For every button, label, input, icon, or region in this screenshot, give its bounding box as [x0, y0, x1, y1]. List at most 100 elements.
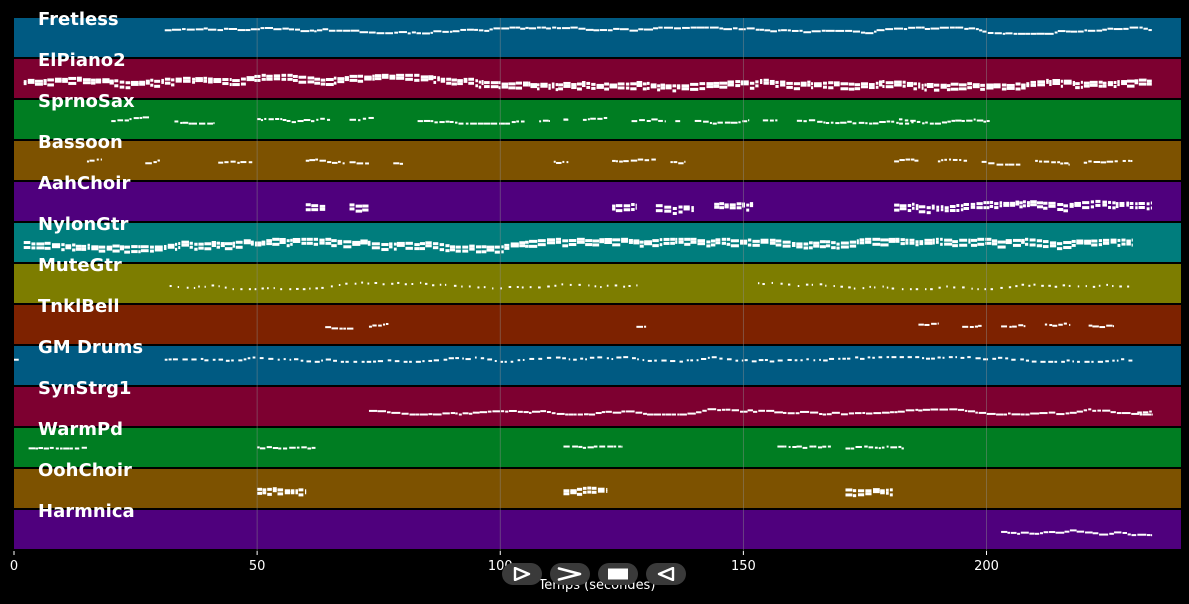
note: [860, 31, 866, 34]
note: [466, 28, 474, 31]
note: [315, 287, 318, 290]
note: [822, 413, 827, 416]
note: [257, 118, 261, 121]
note: [852, 489, 857, 493]
note: [922, 357, 925, 360]
note: [309, 287, 311, 290]
note: [900, 242, 905, 246]
note: [625, 86, 630, 90]
note: [665, 86, 672, 90]
note: [283, 447, 288, 450]
note: [1092, 285, 1096, 288]
note: [1056, 413, 1065, 416]
note: [455, 357, 459, 360]
note: [654, 359, 657, 362]
note: [1148, 29, 1152, 32]
play-button[interactable]: [502, 563, 542, 585]
note: [886, 286, 889, 289]
note: [986, 412, 996, 415]
note: [591, 82, 596, 86]
note: [91, 247, 99, 251]
stop-button[interactable]: [598, 563, 638, 585]
note: [1044, 323, 1048, 326]
note: [1060, 162, 1064, 165]
note: [587, 118, 590, 121]
note: [1048, 360, 1054, 363]
note: [1021, 283, 1025, 286]
note: [848, 87, 855, 91]
note: [880, 491, 885, 495]
stop-icon: [608, 568, 628, 580]
note: [501, 410, 505, 413]
note: [719, 27, 724, 30]
note: [362, 208, 369, 212]
note: [189, 241, 193, 245]
note: [1071, 243, 1076, 247]
note: [921, 26, 925, 29]
note: [955, 356, 958, 359]
note: [859, 238, 865, 242]
note: [717, 121, 723, 124]
note: [1075, 86, 1080, 90]
note: [74, 447, 80, 450]
rewind-button[interactable]: [646, 563, 686, 585]
note: [1054, 31, 1058, 34]
note: [181, 243, 189, 247]
note: [419, 413, 428, 416]
note: [305, 203, 311, 207]
note: [1076, 530, 1085, 533]
track-lane: [14, 305, 1181, 344]
note: [1119, 201, 1125, 205]
note: [588, 413, 596, 416]
note: [338, 283, 341, 286]
note: [349, 207, 355, 211]
note: [584, 413, 589, 416]
note: [36, 246, 45, 250]
note: [845, 493, 853, 497]
note: [900, 238, 905, 242]
note: [635, 411, 643, 414]
note: [315, 158, 319, 161]
note: [730, 244, 739, 248]
note: [1005, 163, 1009, 166]
note: [858, 121, 865, 124]
note: [489, 28, 493, 31]
note: [813, 244, 820, 248]
note: [1090, 200, 1094, 204]
forward-button[interactable]: [550, 563, 590, 585]
note: [793, 87, 801, 91]
note: [963, 203, 969, 207]
note: [830, 121, 834, 124]
note: [1062, 284, 1066, 287]
note: [944, 242, 953, 246]
note: [529, 286, 532, 289]
note: [444, 283, 447, 286]
note: [926, 211, 931, 215]
note: [311, 204, 319, 208]
note: [1039, 412, 1048, 415]
note: [982, 30, 987, 33]
note: [646, 81, 650, 85]
track-notes: [23, 237, 1133, 254]
note: [878, 80, 883, 84]
note: [753, 410, 758, 413]
note: [706, 240, 711, 244]
note: [528, 411, 532, 414]
note: [613, 445, 617, 448]
note: [232, 288, 234, 291]
note: [443, 358, 448, 361]
note: [924, 88, 927, 92]
note: [941, 121, 948, 124]
note: [966, 119, 973, 122]
note: [926, 84, 934, 88]
note: [505, 122, 511, 125]
note: [414, 73, 420, 77]
note: [536, 26, 541, 29]
note: [1106, 160, 1114, 163]
note: [47, 83, 54, 87]
note: [394, 360, 400, 363]
note: [714, 205, 720, 209]
note: [428, 359, 433, 362]
note: [968, 238, 971, 242]
note: [43, 79, 47, 83]
